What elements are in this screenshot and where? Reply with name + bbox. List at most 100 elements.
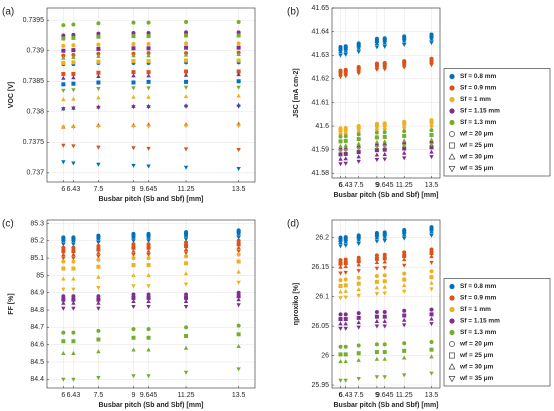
legend-label: Sf = 1.3 mm [460, 119, 497, 126]
data-point [429, 269, 434, 274]
data-point [374, 350, 379, 355]
x-tick-label: 6.43 [67, 186, 81, 193]
data-point [343, 151, 348, 156]
data-point [96, 145, 101, 150]
data-point [61, 245, 66, 250]
data-point [71, 330, 76, 335]
x-tick-label: 6 [61, 186, 65, 193]
data-point [61, 160, 66, 165]
data-point [429, 128, 434, 133]
x-tick-label: 11.25 [178, 392, 195, 399]
data-point [374, 285, 380, 290]
data-point [146, 242, 151, 247]
data-point [236, 344, 241, 349]
data-point [429, 36, 434, 41]
data-point [96, 243, 101, 248]
data-point [382, 314, 387, 319]
data-point [236, 367, 241, 372]
data-point [356, 154, 361, 159]
x-axis-label: Busbar pitch (Sb and Sbf) [mm] [334, 192, 439, 199]
data-point [146, 347, 151, 352]
data-point [382, 350, 387, 355]
data-point [343, 71, 348, 76]
data-point [356, 376, 361, 381]
data-point [402, 123, 407, 128]
data-point [374, 266, 380, 271]
plot-frame [331, 219, 441, 389]
y-tick-label: 41.59 [311, 147, 329, 154]
data-point [61, 82, 66, 87]
data-point [343, 156, 348, 161]
data-point [356, 255, 361, 260]
data-point [236, 235, 241, 240]
data-point [356, 68, 361, 73]
data-point [402, 323, 407, 328]
data-point [236, 41, 241, 46]
legend-marker [448, 363, 456, 370]
data-point [71, 32, 76, 37]
x-tick-label: 13.5 [425, 182, 439, 189]
data-point [338, 289, 343, 294]
data-point [382, 266, 387, 271]
data-point [402, 42, 407, 47]
data-point [131, 347, 136, 352]
data-point [131, 273, 136, 278]
data-point [96, 294, 101, 299]
x-tick-label: 6 [61, 392, 65, 399]
y-axis-label: ηproxiko [%] [293, 283, 300, 325]
data-point [146, 34, 151, 39]
data-point [96, 46, 101, 51]
data-point [131, 292, 136, 297]
data-point [96, 31, 101, 36]
data-point [71, 71, 76, 76]
data-point [71, 55, 76, 60]
data-point [338, 49, 343, 54]
data-point [71, 259, 76, 264]
data-point [356, 150, 361, 155]
y-tick-label: 41.61 [311, 99, 329, 106]
data-point [429, 233, 434, 238]
data-point [146, 94, 151, 99]
data-point [374, 292, 380, 297]
data-point [131, 59, 136, 64]
data-point [96, 21, 101, 26]
data-point [374, 318, 380, 323]
legend-swatch [449, 283, 455, 290]
data-point [184, 69, 189, 74]
data-point [146, 73, 151, 78]
data-point [402, 156, 407, 161]
data-point [131, 327, 136, 332]
data-point [146, 31, 151, 36]
data-point [183, 52, 189, 57]
x-tick-label: 9 [132, 186, 136, 193]
data-point [61, 377, 66, 382]
data-point [61, 55, 66, 60]
data-point [146, 59, 151, 64]
data-point [374, 375, 380, 380]
data-point [71, 306, 76, 311]
x-axis-label: Busbar pitch (Sb and Sbf) [mm] [99, 402, 204, 409]
data-point [183, 104, 189, 109]
y-tick-label: 26 [321, 352, 329, 359]
data-point [382, 256, 387, 261]
data-point [343, 321, 348, 326]
data-point [402, 129, 407, 134]
data-point [236, 280, 241, 285]
y-tick-label: 26.2 [315, 235, 329, 242]
data-point [402, 143, 407, 148]
data-point [61, 249, 66, 254]
x-tick-label: 7.5 [94, 186, 104, 193]
data-point [382, 291, 387, 296]
data-point [382, 273, 387, 278]
data-point [71, 252, 76, 257]
data-point [183, 247, 189, 252]
data-point [343, 283, 348, 288]
data-point [374, 356, 380, 361]
x-tick-label: 9.645 [376, 392, 394, 399]
data-point [71, 88, 76, 93]
data-point [343, 261, 348, 266]
data-point [71, 249, 76, 254]
data-point [236, 249, 241, 254]
data-point [374, 148, 379, 153]
data-point [338, 143, 343, 148]
